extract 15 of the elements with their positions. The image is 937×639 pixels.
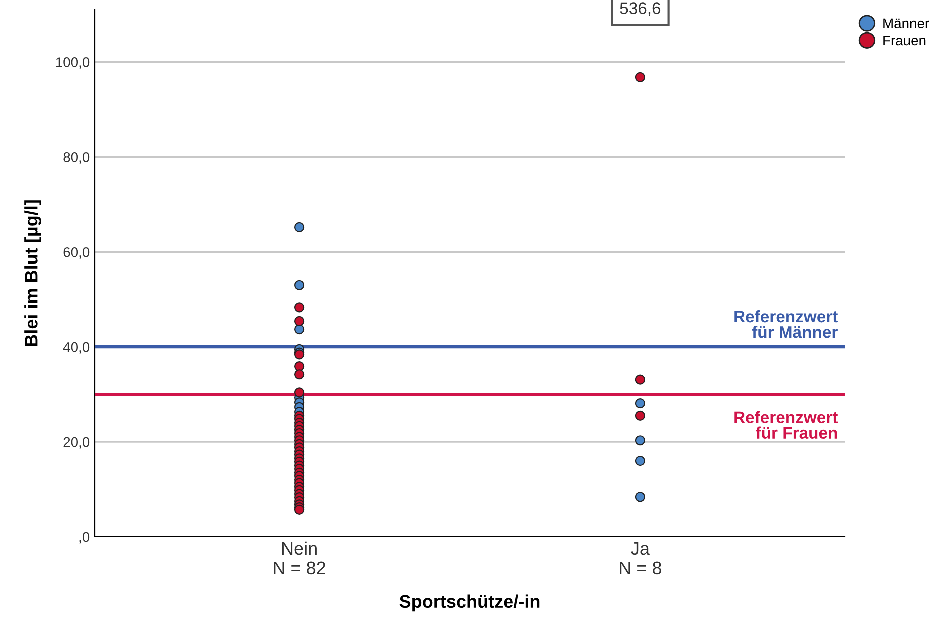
y-tick-label: 20,0 — [64, 437, 90, 449]
ref-line-label: Referenzwert für Männer — [734, 310, 838, 338]
x-tick-label: Nein N = 82 — [274, 542, 326, 575]
y-tick-label: 100,0 — [56, 58, 90, 70]
annotation: 536,6 — [620, 2, 661, 16]
legend-label: Frauen — [884, 36, 926, 46]
x-tick-label: Ja N = 8 — [620, 542, 662, 575]
y-axis-title: Blei im Blut [µg/l] — [24, 200, 42, 346]
y-tick-label: 60,0 — [64, 247, 90, 259]
y-tick-label: 80,0 — [64, 152, 90, 164]
y-tick-label: ,0 — [80, 532, 90, 544]
legend-label: Männer — [884, 18, 930, 29]
y-tick-label: 40,0 — [63, 342, 90, 354]
ref-line-label: Referenzwert für Frauen — [734, 411, 838, 440]
x-axis-title: Sportschütze/-in — [400, 594, 540, 612]
